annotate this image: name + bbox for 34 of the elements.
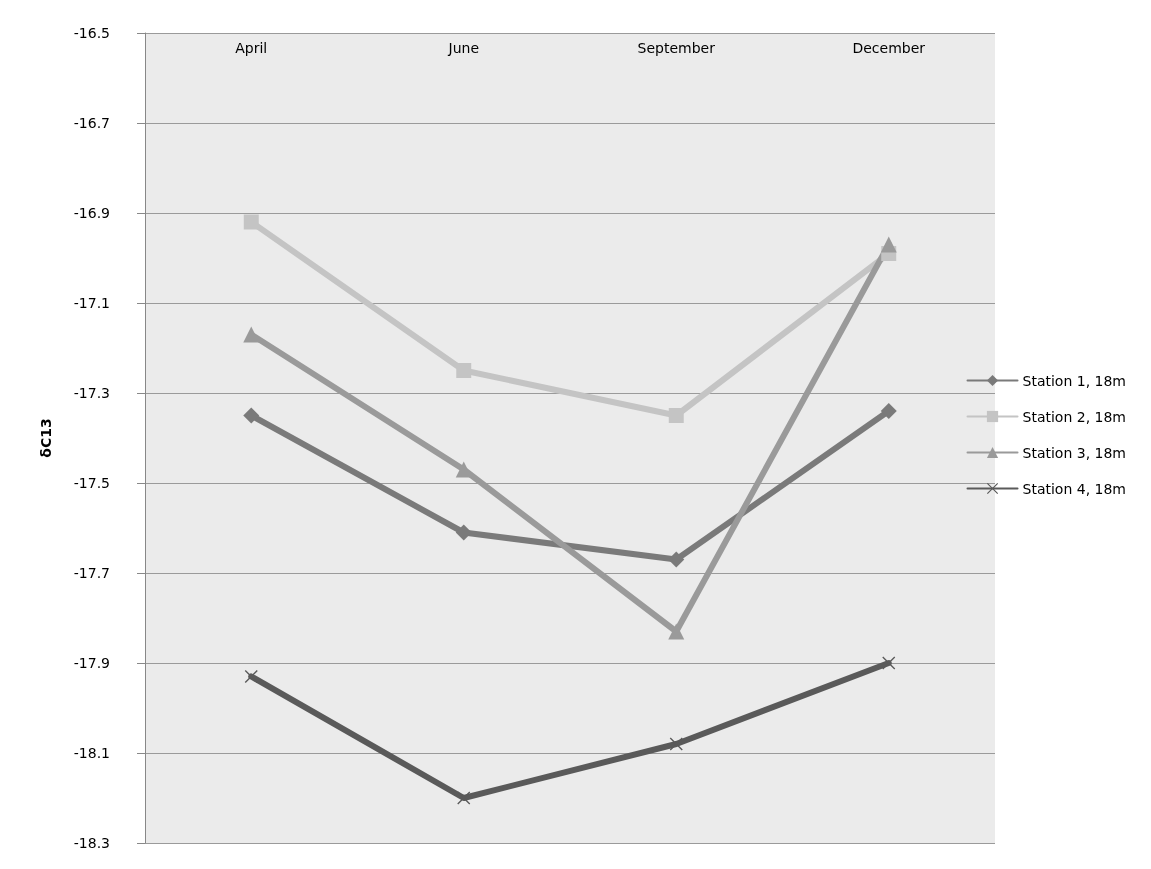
point (243, 214, 259, 230)
y-tick-label: -16.5 (73, 25, 110, 41)
point (457, 791, 471, 805)
x-tick-label: April (235, 40, 268, 56)
x-tick-label: June (447, 40, 479, 56)
y-tick-label: -17.3 (73, 385, 110, 401)
point (668, 408, 684, 423)
legend-label: Station 3, 18m (1022, 444, 1126, 461)
point (244, 670, 258, 683)
x-tick-label: December (852, 40, 926, 56)
y-tick-label: -18.3 (73, 835, 110, 851)
x-tick-label: September (637, 40, 716, 56)
point (668, 623, 685, 640)
point (669, 737, 683, 751)
point (243, 407, 260, 424)
point (882, 656, 896, 670)
legend-label: Station 2, 18m (1022, 408, 1126, 425)
y-tick-label: -17.5 (73, 475, 110, 491)
point (456, 363, 472, 378)
y-axis-title: δC13 (38, 418, 54, 458)
point (455, 524, 472, 541)
y-tick-label: -16.9 (73, 205, 110, 221)
point (455, 461, 472, 478)
point (668, 551, 685, 568)
legend-label: Station 4, 18m (1022, 480, 1126, 497)
legend-label: Station 1, 18m (1022, 372, 1126, 389)
y-tick-label: -17.9 (73, 655, 110, 671)
y-tick-label: -17.1 (73, 295, 110, 311)
point (880, 236, 897, 253)
point (243, 326, 260, 343)
y-tick-label: -18.1 (73, 745, 110, 761)
y-tick-label: -16.7 (73, 115, 110, 131)
point (880, 403, 897, 419)
y-tick-label: -17.7 (73, 565, 110, 581)
